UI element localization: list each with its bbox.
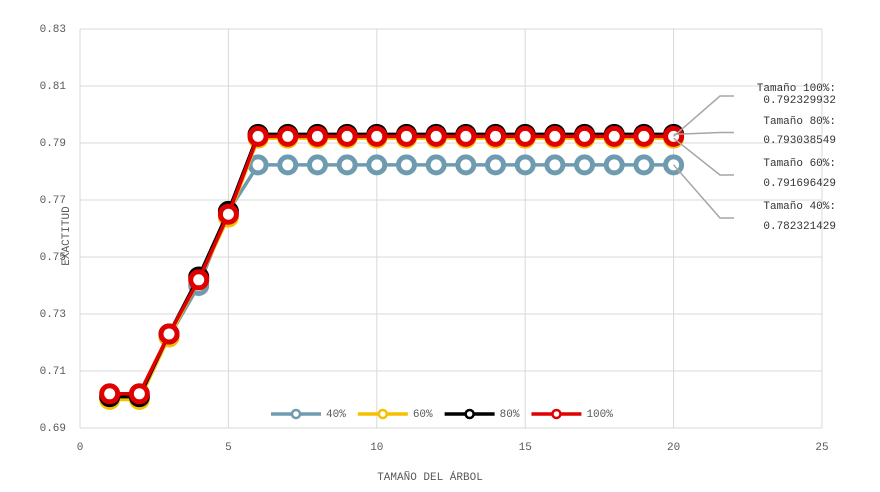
legend-label: 40% bbox=[326, 409, 346, 421]
point bbox=[306, 125, 328, 147]
point bbox=[336, 154, 358, 176]
x-tick-label: 25 bbox=[815, 442, 828, 454]
point bbox=[158, 323, 180, 345]
point bbox=[544, 125, 566, 147]
y-axis-label: EXACTITUD bbox=[61, 206, 73, 266]
legend-marker bbox=[377, 408, 389, 420]
point bbox=[336, 125, 358, 147]
legend-marker bbox=[551, 408, 562, 420]
point bbox=[425, 125, 447, 147]
point bbox=[306, 154, 328, 176]
point bbox=[544, 154, 566, 176]
point bbox=[455, 125, 477, 147]
point bbox=[366, 154, 388, 176]
x-axis-label: TAMAÑO DEL ÁRBOL bbox=[377, 470, 483, 484]
leader-line bbox=[673, 95, 734, 137]
y-tick-label: 0.75 bbox=[40, 252, 66, 264]
point bbox=[514, 154, 536, 176]
y-tick-label: 0.81 bbox=[40, 81, 67, 93]
point bbox=[574, 154, 596, 176]
annotation-value: 0.791696429 bbox=[763, 178, 836, 190]
annotation-label: Tamaño 100%: bbox=[757, 83, 836, 95]
annotation-value: 0.792329932 bbox=[763, 95, 836, 107]
annotation-label: Tamaño 80%: bbox=[763, 116, 836, 128]
point bbox=[574, 125, 596, 147]
point bbox=[485, 125, 507, 147]
legend-label: 60% bbox=[413, 409, 433, 421]
x-tick-label: 10 bbox=[370, 442, 383, 454]
x-tick-label: 20 bbox=[667, 442, 680, 454]
annotation-label: Tamaño 60%: bbox=[763, 158, 836, 170]
x-tick-label: 5 bbox=[225, 442, 232, 454]
point bbox=[514, 125, 536, 147]
leader-line bbox=[673, 131, 734, 136]
y-tick-label: 0.83 bbox=[40, 24, 66, 36]
leader-line bbox=[673, 164, 734, 219]
annotation-value: 0.782321429 bbox=[763, 221, 836, 233]
legend-label: 80% bbox=[500, 409, 520, 421]
point bbox=[247, 154, 269, 176]
point bbox=[366, 125, 388, 147]
y-tick-label: 0.69 bbox=[40, 423, 66, 435]
legend-marker bbox=[464, 408, 475, 420]
y-tick-label: 0.71 bbox=[40, 366, 67, 378]
x-tick-label: 0 bbox=[77, 442, 84, 454]
point bbox=[128, 383, 150, 405]
point bbox=[277, 154, 299, 176]
point bbox=[485, 154, 507, 176]
point bbox=[603, 154, 625, 176]
point bbox=[633, 125, 655, 147]
point bbox=[99, 383, 121, 405]
y-tick-label: 0.77 bbox=[40, 195, 66, 207]
point bbox=[633, 154, 655, 176]
point bbox=[277, 125, 299, 147]
point bbox=[603, 125, 625, 147]
point bbox=[425, 154, 447, 176]
point bbox=[217, 203, 239, 225]
legend-label: 100% bbox=[586, 409, 613, 421]
legend-marker bbox=[290, 408, 302, 420]
series-line bbox=[109, 134, 674, 396]
point bbox=[395, 154, 417, 176]
y-tick-label: 0.73 bbox=[40, 309, 66, 321]
point bbox=[188, 269, 210, 291]
leader-line bbox=[673, 137, 734, 176]
x-tick-label: 15 bbox=[519, 442, 532, 454]
point bbox=[455, 154, 477, 176]
point bbox=[395, 125, 417, 147]
y-tick-label: 0.79 bbox=[40, 138, 66, 150]
annotation-value: 0.793038549 bbox=[763, 135, 836, 147]
annotation-label: Tamaño 40%: bbox=[763, 201, 836, 213]
point bbox=[247, 125, 269, 147]
